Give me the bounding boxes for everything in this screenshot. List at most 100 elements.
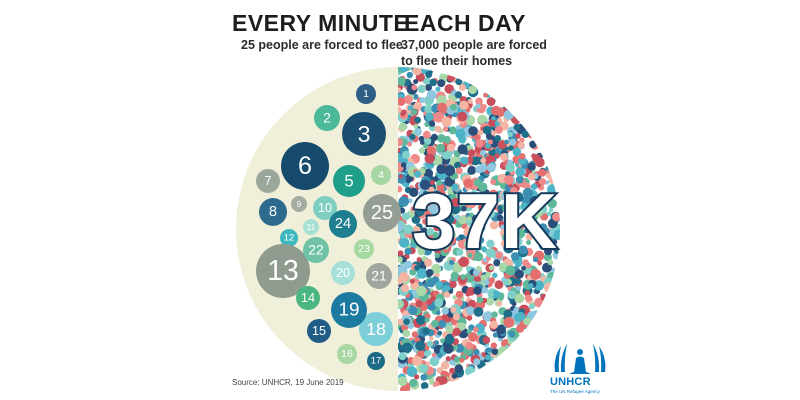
dot xyxy=(402,150,410,159)
bubble-11 xyxy=(303,219,319,235)
dot xyxy=(467,252,473,258)
dot xyxy=(480,203,492,214)
dot xyxy=(488,118,497,127)
bubble-label-22: 22 xyxy=(308,243,323,258)
dot xyxy=(424,258,433,267)
source-note: Source: UNHCR, 19 June 2019 xyxy=(232,378,344,387)
dot xyxy=(488,277,495,284)
dot xyxy=(466,265,472,272)
dot xyxy=(515,228,526,239)
bubble-12 xyxy=(280,229,298,247)
bubble-14 xyxy=(296,286,320,310)
dot xyxy=(475,97,483,106)
dot xyxy=(491,105,501,116)
dot xyxy=(480,274,488,281)
dot xyxy=(424,121,430,127)
dot xyxy=(399,385,411,391)
dot xyxy=(547,236,554,244)
dot xyxy=(398,122,407,131)
bubble-21 xyxy=(366,263,392,289)
dot xyxy=(398,237,410,248)
bubble-label-19: 19 xyxy=(338,300,359,321)
dot xyxy=(414,264,421,271)
bubble-17 xyxy=(367,352,385,370)
dot xyxy=(455,343,465,353)
logo-tagline: The UN Refugee Agency xyxy=(550,389,600,394)
dot xyxy=(455,78,463,86)
bubble-24 xyxy=(329,210,357,238)
dot xyxy=(513,123,521,131)
dot xyxy=(486,239,495,248)
dot xyxy=(441,307,449,315)
dot xyxy=(486,97,496,106)
dot xyxy=(403,224,414,235)
dot xyxy=(426,228,435,236)
dot xyxy=(458,215,467,225)
dot xyxy=(519,137,525,143)
left-heading: EVERY MINUTE xyxy=(232,10,410,36)
dot xyxy=(439,190,446,197)
dot xyxy=(527,162,536,171)
bubble-8 xyxy=(259,198,287,226)
dot xyxy=(407,141,412,147)
dot xyxy=(444,84,455,94)
dot xyxy=(437,102,447,113)
dot xyxy=(526,240,532,245)
dot xyxy=(413,170,422,178)
dot xyxy=(468,85,477,95)
dot xyxy=(423,168,434,179)
bubble-6 xyxy=(281,142,329,190)
dot xyxy=(404,247,412,255)
bubble-4 xyxy=(371,165,391,185)
dot xyxy=(409,378,418,387)
dot xyxy=(398,376,408,387)
dot xyxy=(419,364,429,373)
dot xyxy=(431,352,437,358)
bubble-5 xyxy=(333,165,365,197)
dot xyxy=(469,212,474,218)
dot xyxy=(495,251,503,259)
dot xyxy=(398,318,404,326)
dot xyxy=(407,198,413,204)
dot xyxy=(543,191,552,201)
dot xyxy=(532,154,542,164)
dot xyxy=(507,131,513,138)
dot xyxy=(416,315,426,325)
dot xyxy=(532,256,539,263)
dot xyxy=(437,229,445,237)
bubble-22 xyxy=(303,237,329,263)
dot xyxy=(429,78,437,87)
dot xyxy=(468,332,478,342)
dot xyxy=(412,225,421,235)
dot xyxy=(473,358,481,366)
bubble-20 xyxy=(331,261,355,285)
bubble-16 xyxy=(337,344,357,364)
dot xyxy=(493,259,501,267)
dot xyxy=(482,336,491,344)
dot xyxy=(537,260,542,266)
dot xyxy=(415,206,425,217)
dot xyxy=(443,343,454,354)
dot xyxy=(454,91,462,99)
dot xyxy=(503,109,514,120)
dot xyxy=(398,250,404,257)
bubble-label-5: 5 xyxy=(344,172,353,191)
dot xyxy=(467,149,476,158)
logo-name: UNHCR xyxy=(550,376,591,388)
dot xyxy=(448,289,454,294)
dot xyxy=(452,312,461,321)
dot xyxy=(415,340,426,351)
right-heading: EACH DAY xyxy=(404,10,527,36)
dot xyxy=(454,161,462,169)
dot xyxy=(525,233,533,241)
dot xyxy=(511,235,517,241)
dot xyxy=(418,135,425,142)
dot xyxy=(422,218,429,225)
dot xyxy=(450,271,459,280)
dot xyxy=(494,135,502,142)
dot xyxy=(472,269,480,277)
dot xyxy=(481,286,489,294)
dot xyxy=(420,382,429,390)
dot xyxy=(471,214,480,223)
